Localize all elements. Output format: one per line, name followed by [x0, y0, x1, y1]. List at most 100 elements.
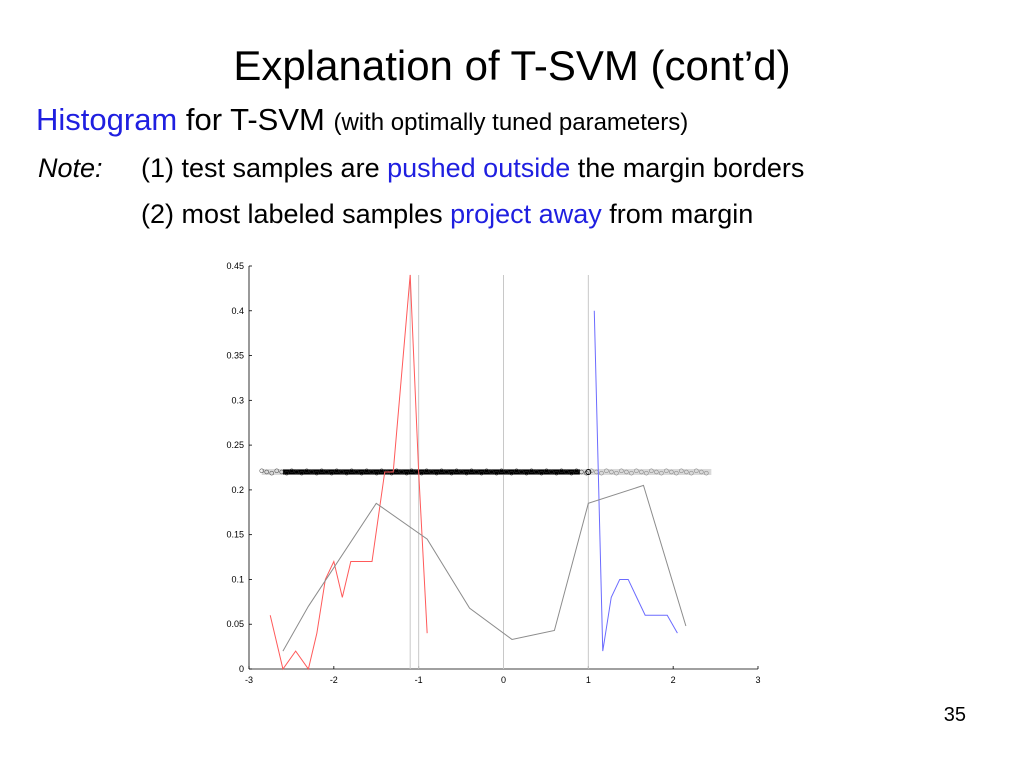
sample-point [634, 468, 639, 474]
sample-point [429, 469, 434, 475]
sample-point [459, 469, 464, 475]
sample-point [624, 469, 629, 475]
sample-point [474, 469, 479, 475]
marker-point [585, 468, 592, 475]
sample-point [599, 470, 604, 476]
sample-point [304, 468, 309, 474]
point-band-sparse [261, 468, 712, 475]
sample-point [519, 469, 524, 475]
sample-point [434, 470, 439, 476]
sample-point [419, 470, 424, 476]
sample-point [384, 469, 389, 475]
note-2-text-a: (2) most labeled samples [141, 199, 451, 229]
sample-point [274, 468, 279, 474]
sample-point [424, 468, 429, 474]
y-tick-label: 0.3 [231, 395, 244, 405]
sample-point [269, 470, 274, 476]
sample-point [554, 470, 559, 476]
sample-point [594, 469, 599, 475]
sample-point [319, 468, 324, 474]
sample-point [444, 469, 449, 475]
sample-point [669, 469, 674, 475]
sample-point [369, 469, 374, 475]
sample-point [499, 468, 504, 474]
sample-point [574, 468, 579, 474]
sample-point [684, 469, 689, 475]
sample-point [589, 468, 594, 474]
sample-point [704, 470, 709, 476]
x-tick-label: -1 [415, 675, 423, 685]
sample-point [694, 468, 699, 474]
page-number: 35 [943, 704, 966, 726]
sample-point [294, 469, 299, 475]
sample-point [359, 470, 364, 476]
y-tick-label: 0.35 [226, 351, 244, 361]
x-tick-label: -2 [330, 675, 338, 685]
sample-point [529, 468, 534, 474]
y-tick-label: 0 [239, 664, 244, 674]
sample-point [454, 468, 459, 474]
sample-point [614, 470, 619, 476]
sample-point [534, 469, 539, 475]
sample-point [654, 469, 659, 475]
sample-point [279, 469, 284, 475]
sample-point [379, 468, 384, 474]
note-2-text-b: from margin [601, 199, 754, 229]
sample-point [309, 469, 314, 475]
y-tick-label: 0.25 [226, 440, 244, 450]
note-1-highlight: pushed outside [387, 153, 571, 183]
sample-point [439, 468, 444, 474]
sample-point [679, 468, 684, 474]
note-2-highlight: project away [450, 199, 602, 229]
histogram-keyword: Histogram [36, 102, 178, 137]
sample-point [414, 469, 419, 475]
sample-point [644, 470, 649, 476]
sample-point [604, 468, 609, 474]
sample-point [699, 469, 704, 475]
x-tick-label: 3 [755, 675, 760, 685]
sample-point [399, 469, 404, 475]
sample-point [649, 468, 654, 474]
point-band-dense [282, 469, 580, 475]
sample-point [374, 470, 379, 476]
sample-point [579, 469, 584, 475]
note-line-2: (2) most labeled samples project away fr… [141, 196, 753, 232]
y-tick-label: 0.4 [231, 306, 244, 316]
sample-point [564, 469, 569, 475]
sample-point [494, 470, 499, 476]
sample-point [619, 468, 624, 474]
note-line-1: Note: (1) test samples are pushed outside… [38, 150, 804, 186]
series-line-red [269, 274, 428, 671]
sample-point [299, 470, 304, 476]
sample-point [569, 470, 574, 476]
sample-point [659, 470, 664, 476]
sample-point [479, 470, 484, 476]
sample-point [509, 470, 514, 476]
sample-point [354, 469, 359, 475]
sample-point [449, 470, 454, 476]
x-tick-label: 0 [501, 675, 506, 685]
sample-point [314, 470, 319, 476]
sample-point [339, 469, 344, 475]
sample-point [364, 468, 369, 474]
series-line-blue [593, 310, 678, 652]
sample-point [284, 470, 289, 476]
sample-point [464, 470, 469, 476]
y-tick-label: 0.05 [226, 619, 244, 629]
x-tick-label: 2 [671, 675, 676, 685]
sample-point [469, 468, 474, 474]
sample-point [609, 469, 614, 475]
slide-title: Explanation of T-SVM (cont’d) [233, 42, 791, 89]
sample-point [264, 469, 269, 475]
sample-point [344, 470, 349, 476]
sample-point [259, 468, 264, 474]
sample-point [524, 470, 529, 476]
sample-point [489, 469, 494, 475]
sample-point [539, 470, 544, 476]
subtitle-line: Histogram for T-SVM (with optimally tune… [36, 100, 688, 143]
y-tick-label: 0.15 [226, 530, 244, 540]
sample-point [289, 468, 294, 474]
sample-point [549, 469, 554, 475]
sample-point [629, 470, 634, 476]
y-tick-label: 0.1 [231, 574, 244, 584]
